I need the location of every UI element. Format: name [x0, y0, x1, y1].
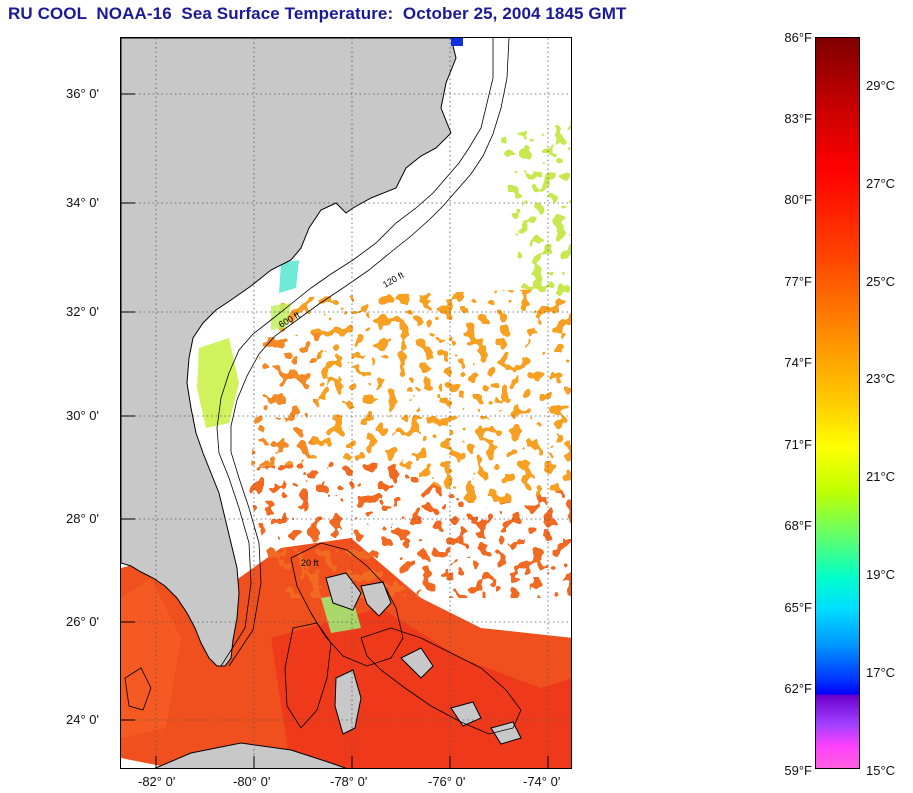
lon-label-74: -74° 0' — [523, 774, 561, 789]
axis-ticks — [121, 93, 549, 768]
land-us-coast — [121, 38, 457, 667]
colorbar-c-label: 15°C — [866, 763, 896, 778]
colorbar-f-label: 86°F — [784, 30, 812, 45]
lat-label-24: 24° 0' — [66, 712, 99, 727]
sst-cold-spot — [451, 38, 463, 46]
map-canvas: 120 ft 600 ft 20 ft — [121, 38, 571, 768]
colorbar-f-label: 65°F — [784, 600, 812, 615]
sst-patchy-data — [241, 118, 571, 598]
land-cuba — [154, 742, 347, 768]
contour-label-20ft: 20 ft — [301, 558, 319, 568]
colorbar-f-label: 77°F — [784, 274, 812, 289]
lat-label-30: 30° 0' — [66, 408, 99, 423]
colorbar-c-label: 23°C — [866, 371, 896, 386]
colorbar-c-label: 25°C — [866, 274, 896, 289]
colorbar-f-label: 74°F — [784, 355, 812, 370]
colorbar-f-label: 71°F — [784, 437, 812, 452]
map-title: RU COOL NOAA-16 Sea Surface Temperature:… — [8, 4, 627, 23]
colorbar-f-label: 62°F — [784, 681, 812, 696]
bathymetry-contours — [124, 38, 522, 735]
lon-label-82: -82° 0' — [138, 774, 176, 789]
colorbar-f-label: 68°F — [784, 518, 812, 533]
colorbar-c-label: 29°C — [866, 78, 896, 93]
temperature-colorbar — [815, 37, 860, 769]
graticule — [121, 38, 571, 768]
colorbar-c-label: 21°C — [866, 469, 896, 484]
colorbar-c-label: 19°C — [866, 567, 896, 582]
lat-label-26: 26° 0' — [66, 614, 99, 629]
lat-label-32: 32° 0' — [66, 304, 99, 319]
colorbar-c-label: 27°C — [866, 176, 896, 191]
lat-label-28: 28° 0' — [66, 511, 99, 526]
lat-label-34: 34° 0' — [66, 195, 99, 210]
lon-label-80: -80° 0' — [233, 774, 271, 789]
colorbar-c-label: 17°C — [866, 665, 896, 680]
sst-nearshore-patches — [123, 58, 561, 633]
sst-map[interactable]: 120 ft 600 ft 20 ft — [120, 37, 572, 769]
colorbar-f-label: 83°F — [784, 111, 812, 126]
lon-label-78: -78° 0' — [330, 774, 368, 789]
lon-label-76: -76° 0' — [428, 774, 466, 789]
colorbar-f-label: 59°F — [784, 763, 812, 778]
lat-label-36: 36° 0' — [66, 86, 99, 101]
colorbar-f-label: 80°F — [784, 192, 812, 207]
